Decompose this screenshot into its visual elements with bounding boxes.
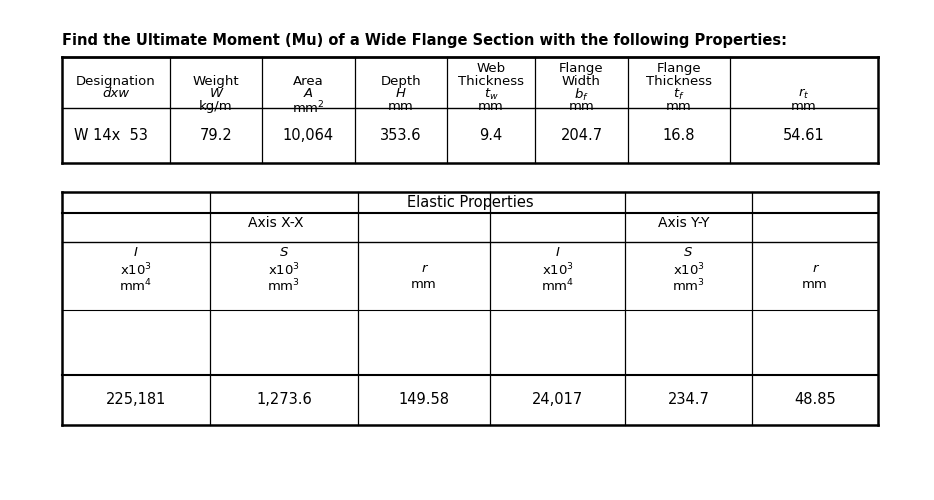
Text: 1,273.6: 1,273.6 <box>256 392 312 407</box>
Text: mm: mm <box>411 278 437 291</box>
Text: 16.8: 16.8 <box>663 128 695 144</box>
Text: I: I <box>556 246 559 259</box>
Text: Find the Ultimate Moment (Mu) of a Wide Flange Section with the following Proper: Find the Ultimate Moment (Mu) of a Wide … <box>62 33 787 48</box>
Text: 54.61: 54.61 <box>783 128 825 144</box>
Text: 225,181: 225,181 <box>106 392 166 407</box>
Text: $t_f$: $t_f$ <box>673 87 685 102</box>
Text: r: r <box>421 262 427 275</box>
Text: H: H <box>396 87 406 100</box>
Text: mm$^2$: mm$^2$ <box>292 100 325 116</box>
Text: $b_f$: $b_f$ <box>574 87 589 103</box>
Text: mm: mm <box>666 100 692 113</box>
Text: Depth: Depth <box>381 75 421 88</box>
Text: mm: mm <box>802 278 828 291</box>
Text: 10,064: 10,064 <box>283 128 334 144</box>
Text: 234.7: 234.7 <box>668 392 710 407</box>
Text: Web: Web <box>476 62 505 75</box>
Text: Thickness: Thickness <box>646 75 712 88</box>
Text: x10$^3$: x10$^3$ <box>120 262 152 278</box>
Text: W 14x  53: W 14x 53 <box>74 128 148 144</box>
Text: $r_t$: $r_t$ <box>799 87 810 101</box>
Text: W: W <box>209 87 222 100</box>
Text: mm: mm <box>791 100 817 113</box>
Text: mm: mm <box>389 100 414 113</box>
Text: 149.58: 149.58 <box>399 392 449 407</box>
Text: S: S <box>685 246 693 259</box>
Text: 353.6: 353.6 <box>380 128 422 144</box>
Text: Elastic Properties: Elastic Properties <box>406 195 533 210</box>
Text: A: A <box>304 87 313 100</box>
Text: S: S <box>280 246 289 259</box>
Text: r: r <box>813 262 818 275</box>
Text: 48.85: 48.85 <box>794 392 836 407</box>
Text: Axis X-X: Axis X-X <box>248 216 304 230</box>
Text: Axis Y-Y: Axis Y-Y <box>658 216 710 230</box>
Text: dxw: dxw <box>103 87 130 100</box>
Text: mm$^3$: mm$^3$ <box>672 278 705 294</box>
Text: mm$^3$: mm$^3$ <box>267 278 301 294</box>
Text: x10$^3$: x10$^3$ <box>268 262 300 278</box>
Text: mm$^4$: mm$^4$ <box>541 278 574 294</box>
Text: mm: mm <box>478 100 503 113</box>
Text: 24,017: 24,017 <box>531 392 583 407</box>
Text: mm$^4$: mm$^4$ <box>120 278 152 294</box>
Text: Thickness: Thickness <box>458 75 524 88</box>
Text: Flange: Flange <box>657 62 701 75</box>
Text: 9.4: 9.4 <box>479 128 502 144</box>
Text: Width: Width <box>562 75 601 88</box>
Text: Area: Area <box>293 75 324 88</box>
Text: Designation: Designation <box>77 75 156 88</box>
Text: mm: mm <box>569 100 594 113</box>
Text: I: I <box>134 246 138 259</box>
Text: Weight: Weight <box>192 75 239 88</box>
Text: 204.7: 204.7 <box>560 128 602 144</box>
Text: kg/m: kg/m <box>199 100 233 113</box>
Text: 79.2: 79.2 <box>200 128 233 144</box>
Text: x10$^3$: x10$^3$ <box>672 262 704 278</box>
Text: $t_w$: $t_w$ <box>484 87 499 102</box>
Text: x10$^3$: x10$^3$ <box>542 262 573 278</box>
Text: Flange: Flange <box>559 62 603 75</box>
